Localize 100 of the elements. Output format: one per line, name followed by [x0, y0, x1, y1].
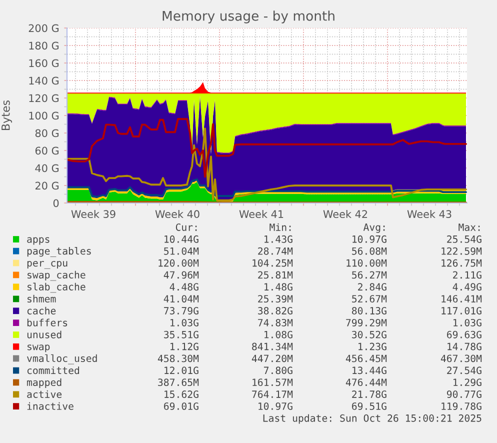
text: 2.11G — [453, 271, 482, 279]
text: Max: — [458, 224, 480, 231]
legend-label: mapped — [27, 378, 62, 388]
y-tick-label: 180 G — [29, 42, 59, 50]
text: Min: — [270, 223, 291, 231]
text: 15.62G — [164, 390, 198, 398]
text: 2.84G — [358, 283, 386, 291]
x-tick-label: Week 39 — [71, 210, 116, 218]
y-tick-label: 200 G — [28, 24, 59, 32]
text: 21.78G — [352, 390, 386, 398]
text: 38.82G — [258, 307, 292, 314]
y-axis-title: Bytes — [2, 100, 12, 130]
text: 25.39M — [258, 295, 293, 303]
text: 27.54G — [447, 366, 482, 374]
text: 456.45M — [346, 354, 387, 362]
y-tick-label: 60 G — [35, 146, 59, 155]
text: 28.74M — [258, 247, 293, 255]
text: 7.80G — [264, 366, 292, 374]
legend-label: unused — [27, 330, 62, 338]
text: 47.96M — [164, 271, 199, 279]
text: 119.78G — [442, 402, 482, 410]
text: 122.59M — [442, 247, 482, 255]
text: 41.04M — [164, 295, 199, 303]
text: 14.78G — [448, 342, 482, 350]
text: 799.29M — [346, 318, 387, 326]
text: Avg: — [363, 224, 385, 233]
text: 1.03G — [454, 318, 482, 326]
text: 56.27M — [352, 271, 387, 279]
text: 12.01G — [164, 366, 198, 374]
line-series — [67, 178, 467, 198]
y-tick-label: 100 G — [29, 112, 59, 120]
text: 4.48G — [170, 283, 198, 291]
x-tick-label: Week 41 — [239, 210, 284, 218]
text: 25.81M — [258, 271, 293, 279]
text: 387.65M — [158, 378, 199, 386]
text: 146.41M — [442, 295, 482, 303]
text: 1.23G — [358, 342, 386, 350]
text: 1.29G — [454, 378, 482, 386]
y-tick-label: 80 G — [35, 129, 59, 138]
text: 90.77G — [446, 390, 482, 398]
text: 161.57M — [252, 378, 293, 386]
text: 1.03G — [170, 318, 198, 326]
text: 1.12G — [170, 342, 198, 350]
legend-label: inactive — [27, 402, 74, 410]
text: 10.44G — [164, 235, 198, 243]
legend-label: vmalloc_used — [26, 354, 97, 364]
legend-label: apps — [27, 237, 50, 245]
x-tick-label: Week 43 — [407, 210, 452, 218]
legend-label: swap — [28, 344, 50, 352]
y-tick-label: 0 — [53, 199, 59, 208]
text: 1.48G — [264, 283, 292, 291]
text: 1.43G — [264, 235, 292, 243]
chart-title: Memory usage - by month — [162, 10, 334, 24]
x-tick-label: Week 42 — [323, 210, 368, 218]
text: 120.00M — [158, 259, 199, 267]
text: 51.04M — [164, 247, 199, 255]
text: Cur: — [176, 224, 197, 231]
line-series — [67, 128, 467, 202]
text: 10.97G — [352, 235, 386, 243]
legend-label: slab_cache — [28, 282, 86, 293]
text: 104.25M — [252, 259, 293, 267]
y-tick-label: 40 G — [35, 164, 59, 172]
text: 13.44G — [352, 366, 386, 374]
legend-label: committed — [27, 366, 80, 374]
y-tick-label: 140 G — [29, 76, 59, 85]
text: 126.75M — [442, 259, 482, 267]
text: 74.83M — [258, 318, 293, 326]
text: 25.54G — [447, 235, 482, 243]
text: 69.51G — [352, 402, 386, 410]
text: 1.08G — [264, 330, 292, 338]
text: 110.00M — [346, 259, 387, 267]
text: 841.34M — [252, 342, 293, 350]
legend-label: swap_cache — [28, 270, 86, 281]
text: 69.01G — [164, 402, 198, 410]
text: 56.08M — [352, 247, 387, 255]
line-series — [67, 118, 467, 178]
text: Last update: Sun Oct 26 15:00:21 2025 — [263, 414, 482, 424]
text: 73.79G — [164, 307, 198, 314]
x-tick-label: Week 40 — [155, 210, 200, 218]
text: 447.20M — [252, 354, 293, 362]
legend-label: active — [27, 390, 62, 398]
text: 4.49G — [452, 283, 482, 291]
y-tick-label: 160 G — [29, 59, 59, 68]
text: 764.17M — [252, 390, 293, 398]
legend-label: per_cpu — [27, 260, 68, 269]
y-tick-label: 20 G — [35, 182, 59, 190]
text: 80.13G — [352, 307, 386, 314]
legend-label: cache — [27, 306, 56, 314]
legend-label: page_tables — [27, 246, 91, 257]
text: 35.51G — [164, 330, 198, 338]
text: 69.63G — [447, 330, 482, 338]
text: 52.67M — [352, 295, 387, 303]
legend-label: buffers — [27, 318, 68, 326]
y-tick-label: 120 G — [29, 94, 59, 102]
text: 476.44M — [346, 378, 387, 386]
legend-label: shmem — [28, 294, 56, 303]
text: 10.97G — [258, 402, 292, 410]
text: 117.01G — [442, 307, 482, 314]
text: 467.30M — [440, 354, 482, 362]
text: 30.52G — [352, 330, 386, 338]
